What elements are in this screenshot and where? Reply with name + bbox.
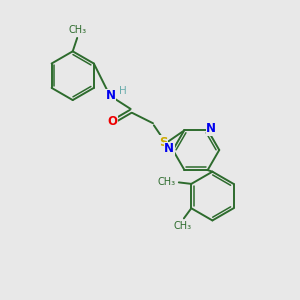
- Text: CH₃: CH₃: [68, 25, 86, 35]
- Text: O: O: [108, 115, 118, 128]
- Text: CH₃: CH₃: [158, 177, 176, 187]
- Text: CH₃: CH₃: [173, 221, 191, 231]
- Text: S: S: [159, 136, 168, 149]
- Text: H: H: [119, 85, 127, 96]
- Text: N: N: [206, 122, 216, 135]
- Text: N: N: [164, 142, 174, 155]
- Text: N: N: [106, 89, 116, 102]
